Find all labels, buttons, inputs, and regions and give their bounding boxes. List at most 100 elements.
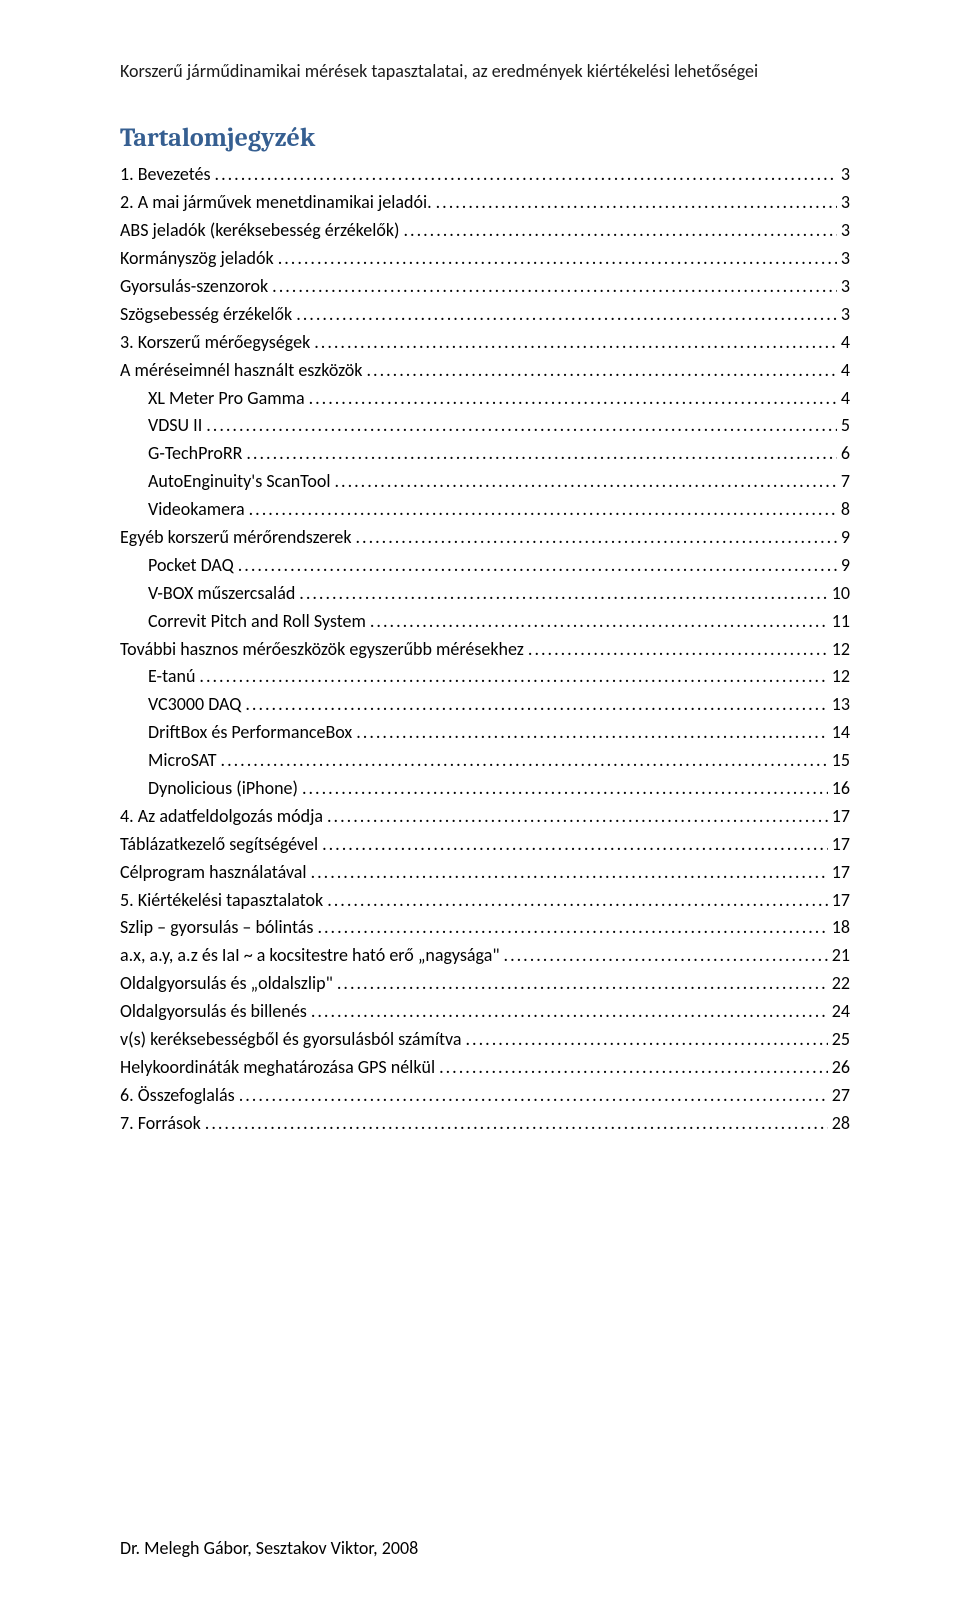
page-header: Korszerű járműdinamikai mérések tapaszta… <box>120 60 850 83</box>
toc-row[interactable]: Oldalgyorsulás és billenés 24 <box>120 998 850 1026</box>
toc-leader <box>311 859 828 887</box>
toc-row[interactable]: v(s) keréksebességből és gyorsulásból sz… <box>120 1026 850 1054</box>
toc-page-number: 21 <box>832 942 850 970</box>
toc-row[interactable]: Táblázatkezelő segítségével 17 <box>120 831 850 859</box>
toc-label: Gyorsulás-szenzorok <box>120 273 268 301</box>
toc-leader <box>311 998 828 1026</box>
toc-label: 2. A mai járművek menetdinamikai jeladói… <box>120 189 432 217</box>
toc-row[interactable]: XL Meter Pro Gamma4 <box>120 385 850 413</box>
toc-label: Dynolicious (iPhone) <box>148 775 298 803</box>
toc-row[interactable]: Szlip – gyorsulás – bólintás 18 <box>120 914 850 942</box>
toc-page-number: 3 <box>841 217 850 245</box>
toc-row[interactable]: 6. Összefoglalás 27 <box>120 1082 850 1110</box>
toc-leader <box>249 496 837 524</box>
toc-row[interactable]: AutoEnginuity's ScanTool7 <box>120 468 850 496</box>
toc-leader <box>404 217 837 245</box>
toc-page-number: 17 <box>832 887 850 915</box>
toc-row[interactable]: Dynolicious (iPhone) 16 <box>120 775 850 803</box>
toc-page-number: 3 <box>841 301 850 329</box>
toc-row[interactable]: 2. A mai járművek menetdinamikai jeladói… <box>120 189 850 217</box>
toc-label: V-BOX műszercsalád <box>148 580 295 608</box>
toc-leader <box>327 803 828 831</box>
toc-row[interactable]: VC3000 DAQ13 <box>120 691 850 719</box>
toc-leader <box>238 552 837 580</box>
toc-row[interactable]: Célprogram használatával17 <box>120 859 850 887</box>
toc-leader <box>334 468 836 496</box>
toc-page-number: 11 <box>832 608 850 636</box>
toc-row[interactable]: Correvit Pitch and Roll System11 <box>120 608 850 636</box>
toc-row[interactable]: 3. Korszerű mérőegységek4 <box>120 329 850 357</box>
toc-label: További hasznos mérőeszközök egyszerűbb … <box>120 636 524 664</box>
toc-container: 1. Bevezetés32. A mai járművek menetdina… <box>120 161 850 1137</box>
toc-row[interactable]: E-tanú12 <box>120 663 850 691</box>
toc-label: 3. Korszerű mérőegységek <box>120 329 310 357</box>
toc-label: 5. Kiértékelési tapasztalatok <box>120 887 323 915</box>
toc-leader <box>317 914 827 942</box>
toc-row[interactable]: Egyéb korszerű mérőrendszerek9 <box>120 524 850 552</box>
toc-label: Szögsebesség érzékelők <box>120 301 292 329</box>
toc-row[interactable]: VDSU II 5 <box>120 412 850 440</box>
toc-page-number: 17 <box>832 859 850 887</box>
toc-label: Egyéb korszerű mérőrendszerek <box>120 524 352 552</box>
toc-leader <box>504 942 828 970</box>
toc-page-number: 26 <box>832 1054 850 1082</box>
toc-row[interactable]: Videokamera8 <box>120 496 850 524</box>
toc-row[interactable]: 5. Kiértékelési tapasztalatok 17 <box>120 887 850 915</box>
toc-page-number: 12 <box>832 663 850 691</box>
toc-row[interactable]: Helykoordináták meghatározása GPS nélkül… <box>120 1054 850 1082</box>
toc-label: Oldalgyorsulás és billenés <box>120 998 307 1026</box>
toc-leader <box>314 329 837 357</box>
toc-label: ABS jeladók (keréksebesség érzékelők) <box>120 217 400 245</box>
toc-page-number: 12 <box>832 636 850 664</box>
toc-page-number: 24 <box>832 998 850 1026</box>
toc-row[interactable]: DriftBox és PerformanceBox14 <box>120 719 850 747</box>
toc-leader <box>528 636 828 664</box>
toc-leader <box>299 580 827 608</box>
toc-row[interactable]: G-TechProRR6 <box>120 440 850 468</box>
toc-row[interactable]: V-BOX műszercsalád10 <box>120 580 850 608</box>
toc-row[interactable]: Pocket DAQ9 <box>120 552 850 580</box>
toc-label: 7. Források <box>120 1110 201 1138</box>
toc-page-number: 17 <box>832 831 850 859</box>
toc-row[interactable]: A méréseimnél használt eszközök4 <box>120 357 850 385</box>
toc-row[interactable]: MicroSAT15 <box>120 747 850 775</box>
toc-row[interactable]: Oldalgyorsulás és „oldalszlip"22 <box>120 970 850 998</box>
toc-row[interactable]: a.x, a.y, a.z és IaI ~ a kocsitestre hat… <box>120 942 850 970</box>
toc-leader <box>199 663 827 691</box>
toc-row[interactable]: Kormányszög jeladók3 <box>120 245 850 273</box>
toc-label: Szlip – gyorsulás – bólintás <box>120 914 313 942</box>
toc-page-number: 27 <box>832 1082 850 1110</box>
toc-label: MicroSAT <box>148 747 217 775</box>
toc-leader <box>206 412 837 440</box>
toc-row[interactable]: Gyorsulás-szenzorok3 <box>120 273 850 301</box>
toc-row[interactable]: 7. Források28 <box>120 1110 850 1138</box>
toc-label: Oldalgyorsulás és „oldalszlip" <box>120 970 333 998</box>
toc-page-number: 25 <box>832 1026 850 1054</box>
toc-label: 6. Összefoglalás <box>120 1082 235 1110</box>
toc-row[interactable]: ABS jeladók (keréksebesség érzékelők) 3 <box>120 217 850 245</box>
toc-leader <box>370 608 828 636</box>
toc-leader <box>356 719 828 747</box>
toc-leader <box>239 1082 828 1110</box>
toc-label: G-TechProRR <box>148 440 242 468</box>
toc-leader <box>245 691 827 719</box>
toc-row[interactable]: 4. Az adatfeldolgozás módja17 <box>120 803 850 831</box>
toc-row[interactable]: További hasznos mérőeszközök egyszerűbb … <box>120 636 850 664</box>
toc-leader <box>215 161 837 189</box>
toc-label: Helykoordináták meghatározása GPS nélkül <box>120 1054 435 1082</box>
toc-label: v(s) keréksebességből és gyorsulásból sz… <box>120 1026 462 1054</box>
toc-page-number: 14 <box>832 719 850 747</box>
toc-row[interactable]: 1. Bevezetés3 <box>120 161 850 189</box>
toc-page-number: 8 <box>841 496 850 524</box>
toc-leader <box>309 385 837 413</box>
toc-leader <box>246 440 836 468</box>
toc-leader <box>356 524 837 552</box>
toc-page-number: 18 <box>832 914 850 942</box>
toc-label: A méréseimnél használt eszközök <box>120 357 362 385</box>
toc-page-number: 9 <box>841 552 850 580</box>
toc-page-number: 16 <box>832 775 850 803</box>
toc-page-number: 5 <box>841 412 850 440</box>
toc-row[interactable]: Szögsebesség érzékelők 3 <box>120 301 850 329</box>
toc-label: VDSU II <box>148 412 202 440</box>
toc-label: Táblázatkezelő segítségével <box>120 831 318 859</box>
